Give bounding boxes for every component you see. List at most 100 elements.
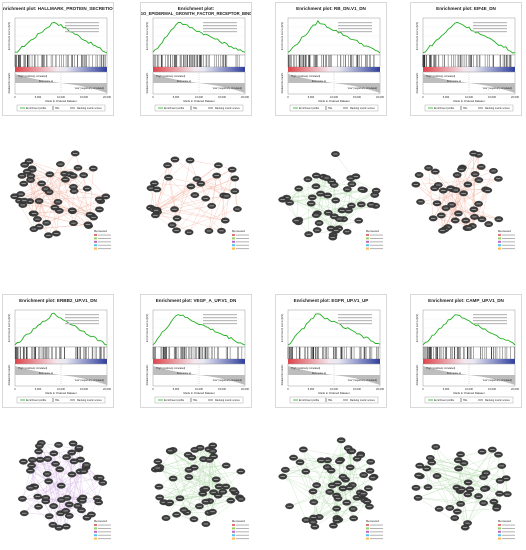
node-label: [354, 458, 360, 459]
node-label: [452, 517, 457, 519]
zero-cross-label: Zero score at: [312, 80, 326, 83]
stat-text: [203, 323, 237, 325]
x-axis-label: Rank in Ordered Dataset: [184, 391, 215, 395]
node-label: [338, 439, 344, 441]
network-edge: [451, 178, 499, 206]
legend-item-text: [502, 528, 515, 529]
network-edge: [168, 177, 175, 210]
node-label: [219, 230, 224, 232]
node-label: [70, 175, 76, 177]
node-label: [465, 522, 470, 524]
node-label: [481, 476, 486, 478]
node-label: [327, 491, 332, 493]
legend-item-text: [502, 234, 515, 236]
legend-rank-label: Ranking metric scores: [77, 399, 102, 402]
rank-metric-area: [288, 74, 380, 93]
pos-label: 'High' (positively correlated): [426, 367, 455, 370]
gsea-svg-4: Enrichment plot: EIF4E_DN Enrichment scor…: [415, 6, 520, 112]
node-label: [229, 169, 235, 170]
legend-item-text: [236, 534, 249, 536]
legend-swatch: [232, 240, 235, 243]
node-label: [466, 227, 472, 229]
network-edge: [351, 451, 364, 476]
node-label: [324, 177, 329, 179]
network-edge: [307, 179, 309, 235]
legend-item-text: [370, 248, 383, 250]
es-ylabel: Enrichment score (ES): [7, 314, 11, 342]
network-edge: [330, 184, 335, 229]
network-edge: [418, 174, 449, 228]
node-label: [465, 494, 471, 495]
node-label: [62, 173, 67, 175]
network-edge: [188, 477, 242, 500]
node-label: [32, 486, 37, 487]
node-label: [297, 461, 303, 463]
node-label: [335, 483, 340, 484]
network-svg-5: Removed: [18, 439, 111, 540]
node-label: [156, 486, 162, 487]
network-edge: [342, 451, 352, 477]
x-axis-label: Rank in Ordered Dataset: [46, 99, 77, 103]
node-label: [359, 189, 365, 190]
node-label: [166, 177, 171, 178]
network-edge: [170, 451, 240, 498]
legend-item-text: [502, 524, 515, 526]
node-label: [343, 479, 348, 480]
legend-swatch: [366, 530, 369, 533]
node-label: [39, 183, 44, 184]
legend-swatch: [94, 524, 97, 526]
stat-text: [338, 323, 372, 325]
network-edge: [53, 505, 87, 518]
node-label: [425, 486, 431, 488]
node-label: [168, 450, 173, 452]
node-label: [497, 493, 502, 494]
node-label: [79, 509, 84, 511]
x-tick-label: 5,000: [173, 95, 180, 99]
node-label: [95, 498, 100, 499]
network-edge: [437, 475, 487, 489]
network-edge: [189, 160, 198, 180]
node-label: [29, 465, 34, 466]
legend-box: [289, 104, 379, 112]
node-label: [433, 171, 438, 172]
node-label: [491, 170, 496, 172]
x-axis-label: Rank in Ordered Dataset: [319, 99, 350, 103]
gsea-svg-2: Enrichment plot:GO_EPIDERMAL_GROWTH_FACT…: [141, 6, 251, 112]
gsea-svg-1: Enrichment plot: HALLMARK_PROTEIN_SECRET…: [3, 6, 113, 112]
node-label: [331, 525, 336, 526]
x-axis-label: Rank in Ordered Dataset: [454, 391, 485, 395]
node-label: [454, 487, 460, 488]
legend-box: [289, 396, 379, 404]
node-label: [220, 491, 226, 493]
network-edge: [212, 486, 220, 512]
zero-cross-label: Zero score at: [39, 80, 53, 83]
legend-swatch: [232, 527, 235, 530]
node-label: [459, 489, 464, 490]
node-label: [366, 487, 371, 489]
legend-box: [16, 396, 106, 404]
legend-item-text: [236, 531, 249, 533]
pos-label: 'High' (positively correlated): [426, 75, 455, 78]
node-label: [192, 194, 198, 196]
x-tick-label: 0: [14, 387, 16, 391]
network-svg-3: Removed: [278, 151, 383, 250]
node-label: [311, 501, 316, 503]
node-label: [210, 511, 215, 513]
node-label: [50, 524, 56, 526]
legend-rank-label: Ranking metric scores: [350, 107, 375, 110]
network-edge: [321, 460, 333, 486]
network-edge: [420, 193, 464, 203]
node-label: [174, 514, 179, 515]
x-tick-label: 15,000: [80, 95, 88, 99]
x-tick-label: 10,000: [57, 387, 65, 391]
node-label: [76, 447, 82, 449]
node-label: [358, 454, 363, 456]
legend-item-text: [98, 534, 111, 536]
node-label: [325, 459, 330, 461]
legend-swatch: [232, 234, 235, 236]
node-label: [56, 444, 61, 446]
x-tick-label: 10,000: [57, 95, 65, 99]
node-label: [461, 462, 467, 464]
node-label: [84, 464, 89, 466]
network-edge: [340, 440, 347, 503]
